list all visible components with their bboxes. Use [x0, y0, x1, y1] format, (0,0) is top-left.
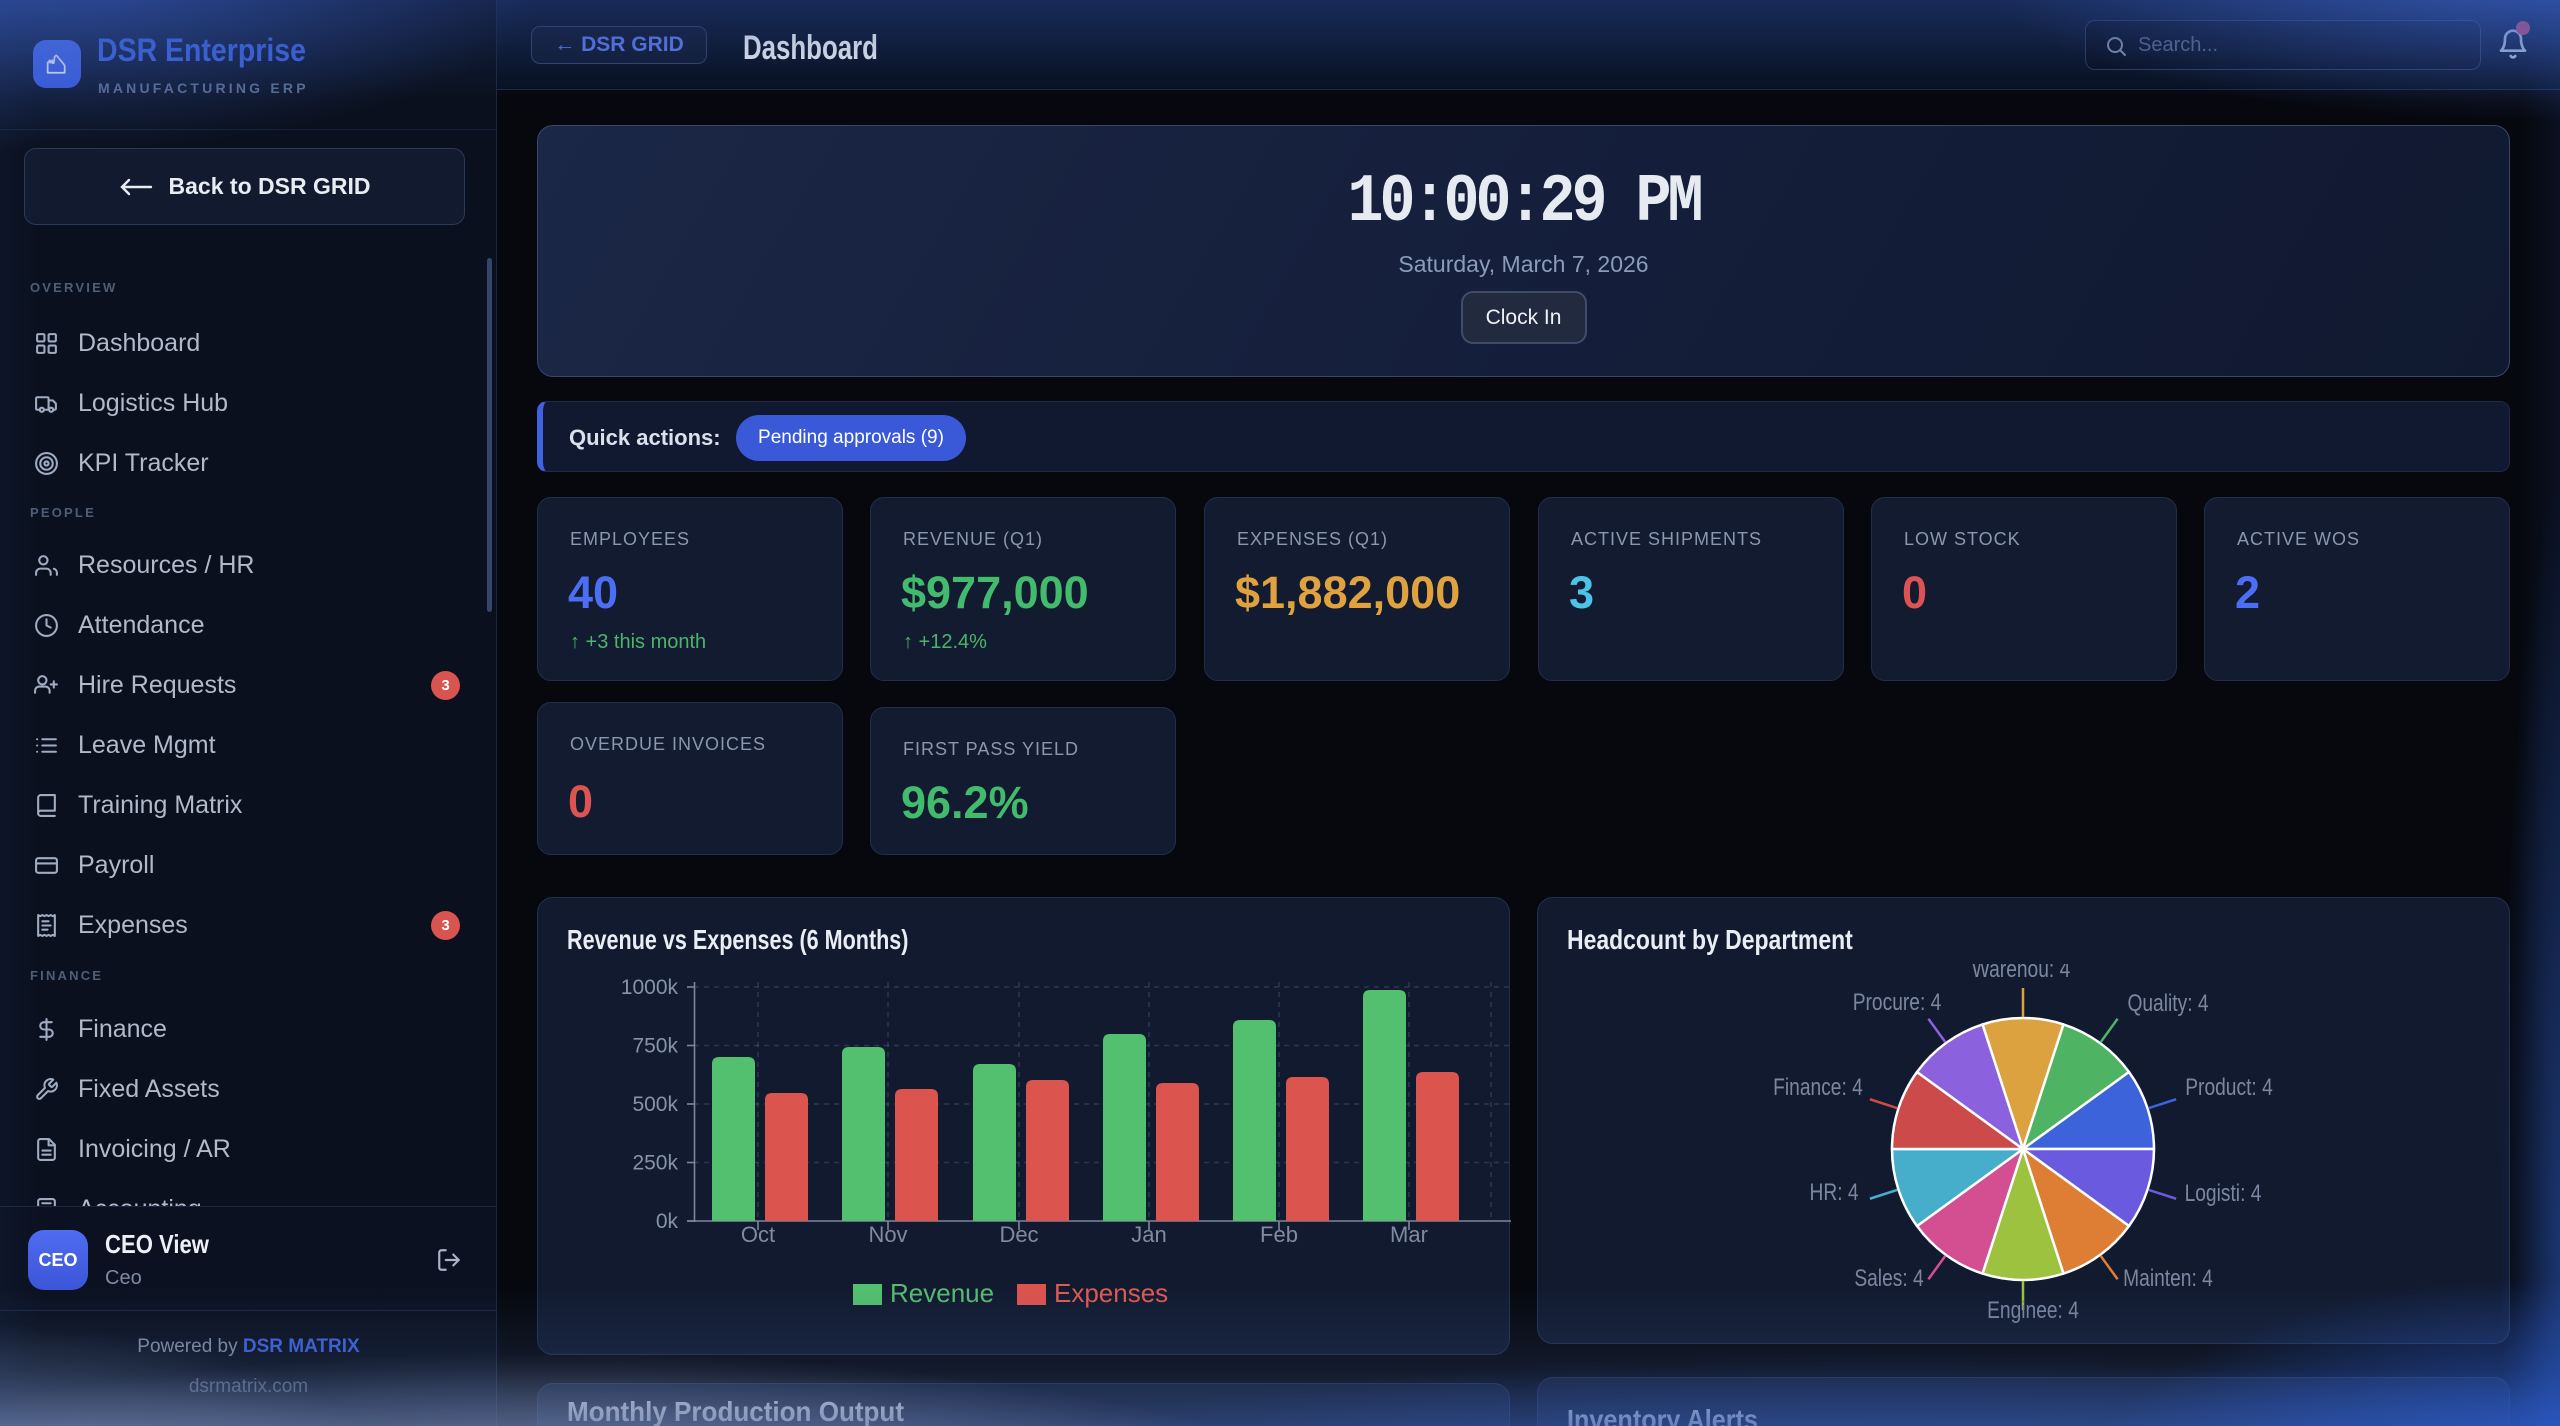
svg-text:Feb: Feb: [1260, 1222, 1298, 1247]
svg-text:Oct: Oct: [741, 1222, 775, 1247]
svg-text:1000k: 1000k: [621, 976, 679, 999]
svg-text:Jan: Jan: [1131, 1222, 1166, 1247]
svg-text:Dec: Dec: [999, 1222, 1038, 1247]
svg-text:500k: 500k: [632, 1093, 678, 1116]
svg-text:Mar: Mar: [1390, 1222, 1428, 1247]
svg-text:0k: 0k: [656, 1210, 679, 1233]
svg-text:250k: 250k: [632, 1152, 678, 1175]
svg-text:750k: 750k: [632, 1035, 678, 1058]
svg-text:Revenue: Revenue: [890, 1278, 994, 1308]
svg-text:Nov: Nov: [868, 1222, 907, 1247]
svg-text:Expenses: Expenses: [1054, 1278, 1168, 1308]
